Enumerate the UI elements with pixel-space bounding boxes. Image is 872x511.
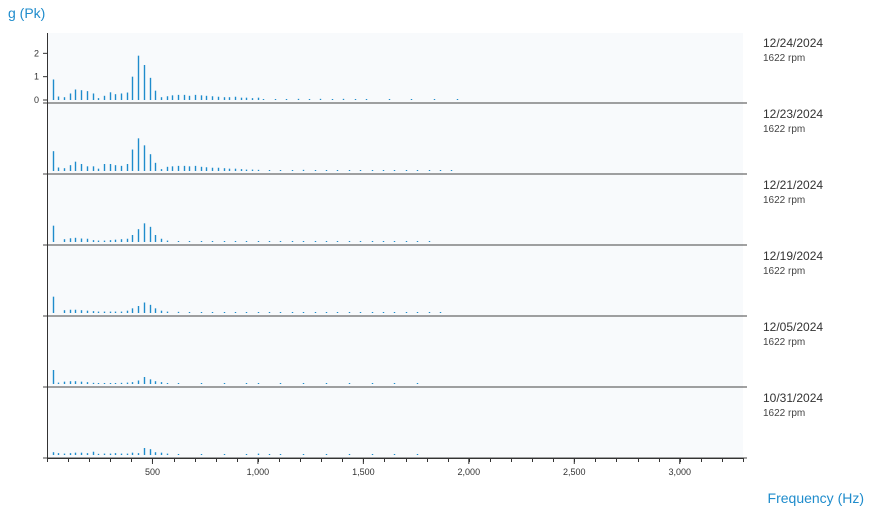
series-speed-label: 1622 rpm: [763, 124, 806, 135]
y-tick-label: 1: [34, 72, 39, 82]
x-tick-label: 3,000: [668, 467, 691, 477]
series-date-label: 10/31/2024: [763, 391, 824, 405]
series-date-label: 12/24/2024: [763, 36, 824, 50]
y-axis-label: g (Pk): [8, 5, 46, 21]
x-tick-label: 2,500: [563, 467, 586, 477]
y-tick-label: 0: [34, 95, 39, 105]
x-axis-label: Frequency (Hz): [767, 490, 864, 506]
x-tick-label: 1,500: [352, 467, 375, 477]
series-date-label: 12/19/2024: [763, 249, 824, 263]
series-date-label: 12/05/2024: [763, 320, 824, 334]
x-tick-label: 1,000: [247, 467, 270, 477]
series-date-label: 12/23/2024: [763, 107, 824, 121]
series-speed-label: 1622 rpm: [763, 266, 806, 277]
series-speed-label: 1622 rpm: [763, 337, 806, 348]
x-tick-label: 2,000: [458, 467, 481, 477]
series-speed-label: 1622 rpm: [763, 408, 806, 419]
y-tick-label: 2: [34, 48, 39, 58]
series-speed-label: 1622 rpm: [763, 195, 806, 206]
series-speed-label: 1622 rpm: [763, 53, 806, 64]
x-tick-label: 500: [145, 467, 160, 477]
series-date-label: 12/21/2024: [763, 178, 824, 192]
